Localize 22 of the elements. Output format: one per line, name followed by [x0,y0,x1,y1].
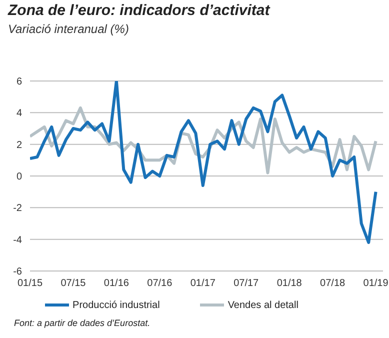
y-tick-label: 2 [16,140,22,151]
chart-subtitle: Variació interanual (%) [8,22,129,36]
y-tick-label: -6 [13,266,22,278]
y-tick-label: 0 [16,172,22,183]
x-tick-label: 01/16 [104,278,130,290]
x-tick-label: 01/17 [190,278,216,290]
text: Font: a partir de dades d’Eurostat. [14,318,150,328]
y-tick-label: -4 [13,234,22,246]
y-tick-label: 6 [16,76,22,88]
x-tick-label: 01/15 [17,278,43,290]
x-tick-label: 01/19 [363,278,389,290]
legend-label: Producció industrial [72,300,160,311]
chart-title: Zona de l’euro: indicadors d’activitat [8,2,270,19]
y-tick-label: 4 [16,108,22,120]
x-tick-label: 01/18 [276,278,302,290]
x-tick-label: 07/16 [147,278,173,290]
x-tick-label: 07/17 [234,278,260,290]
x-tick-label: 07/18 [320,278,346,290]
y-tick-label: -2 [13,203,22,214]
line-series [30,81,378,244]
legend-label: Vendes al detall [228,300,298,311]
x-tick-label: 07/15 [60,278,86,290]
